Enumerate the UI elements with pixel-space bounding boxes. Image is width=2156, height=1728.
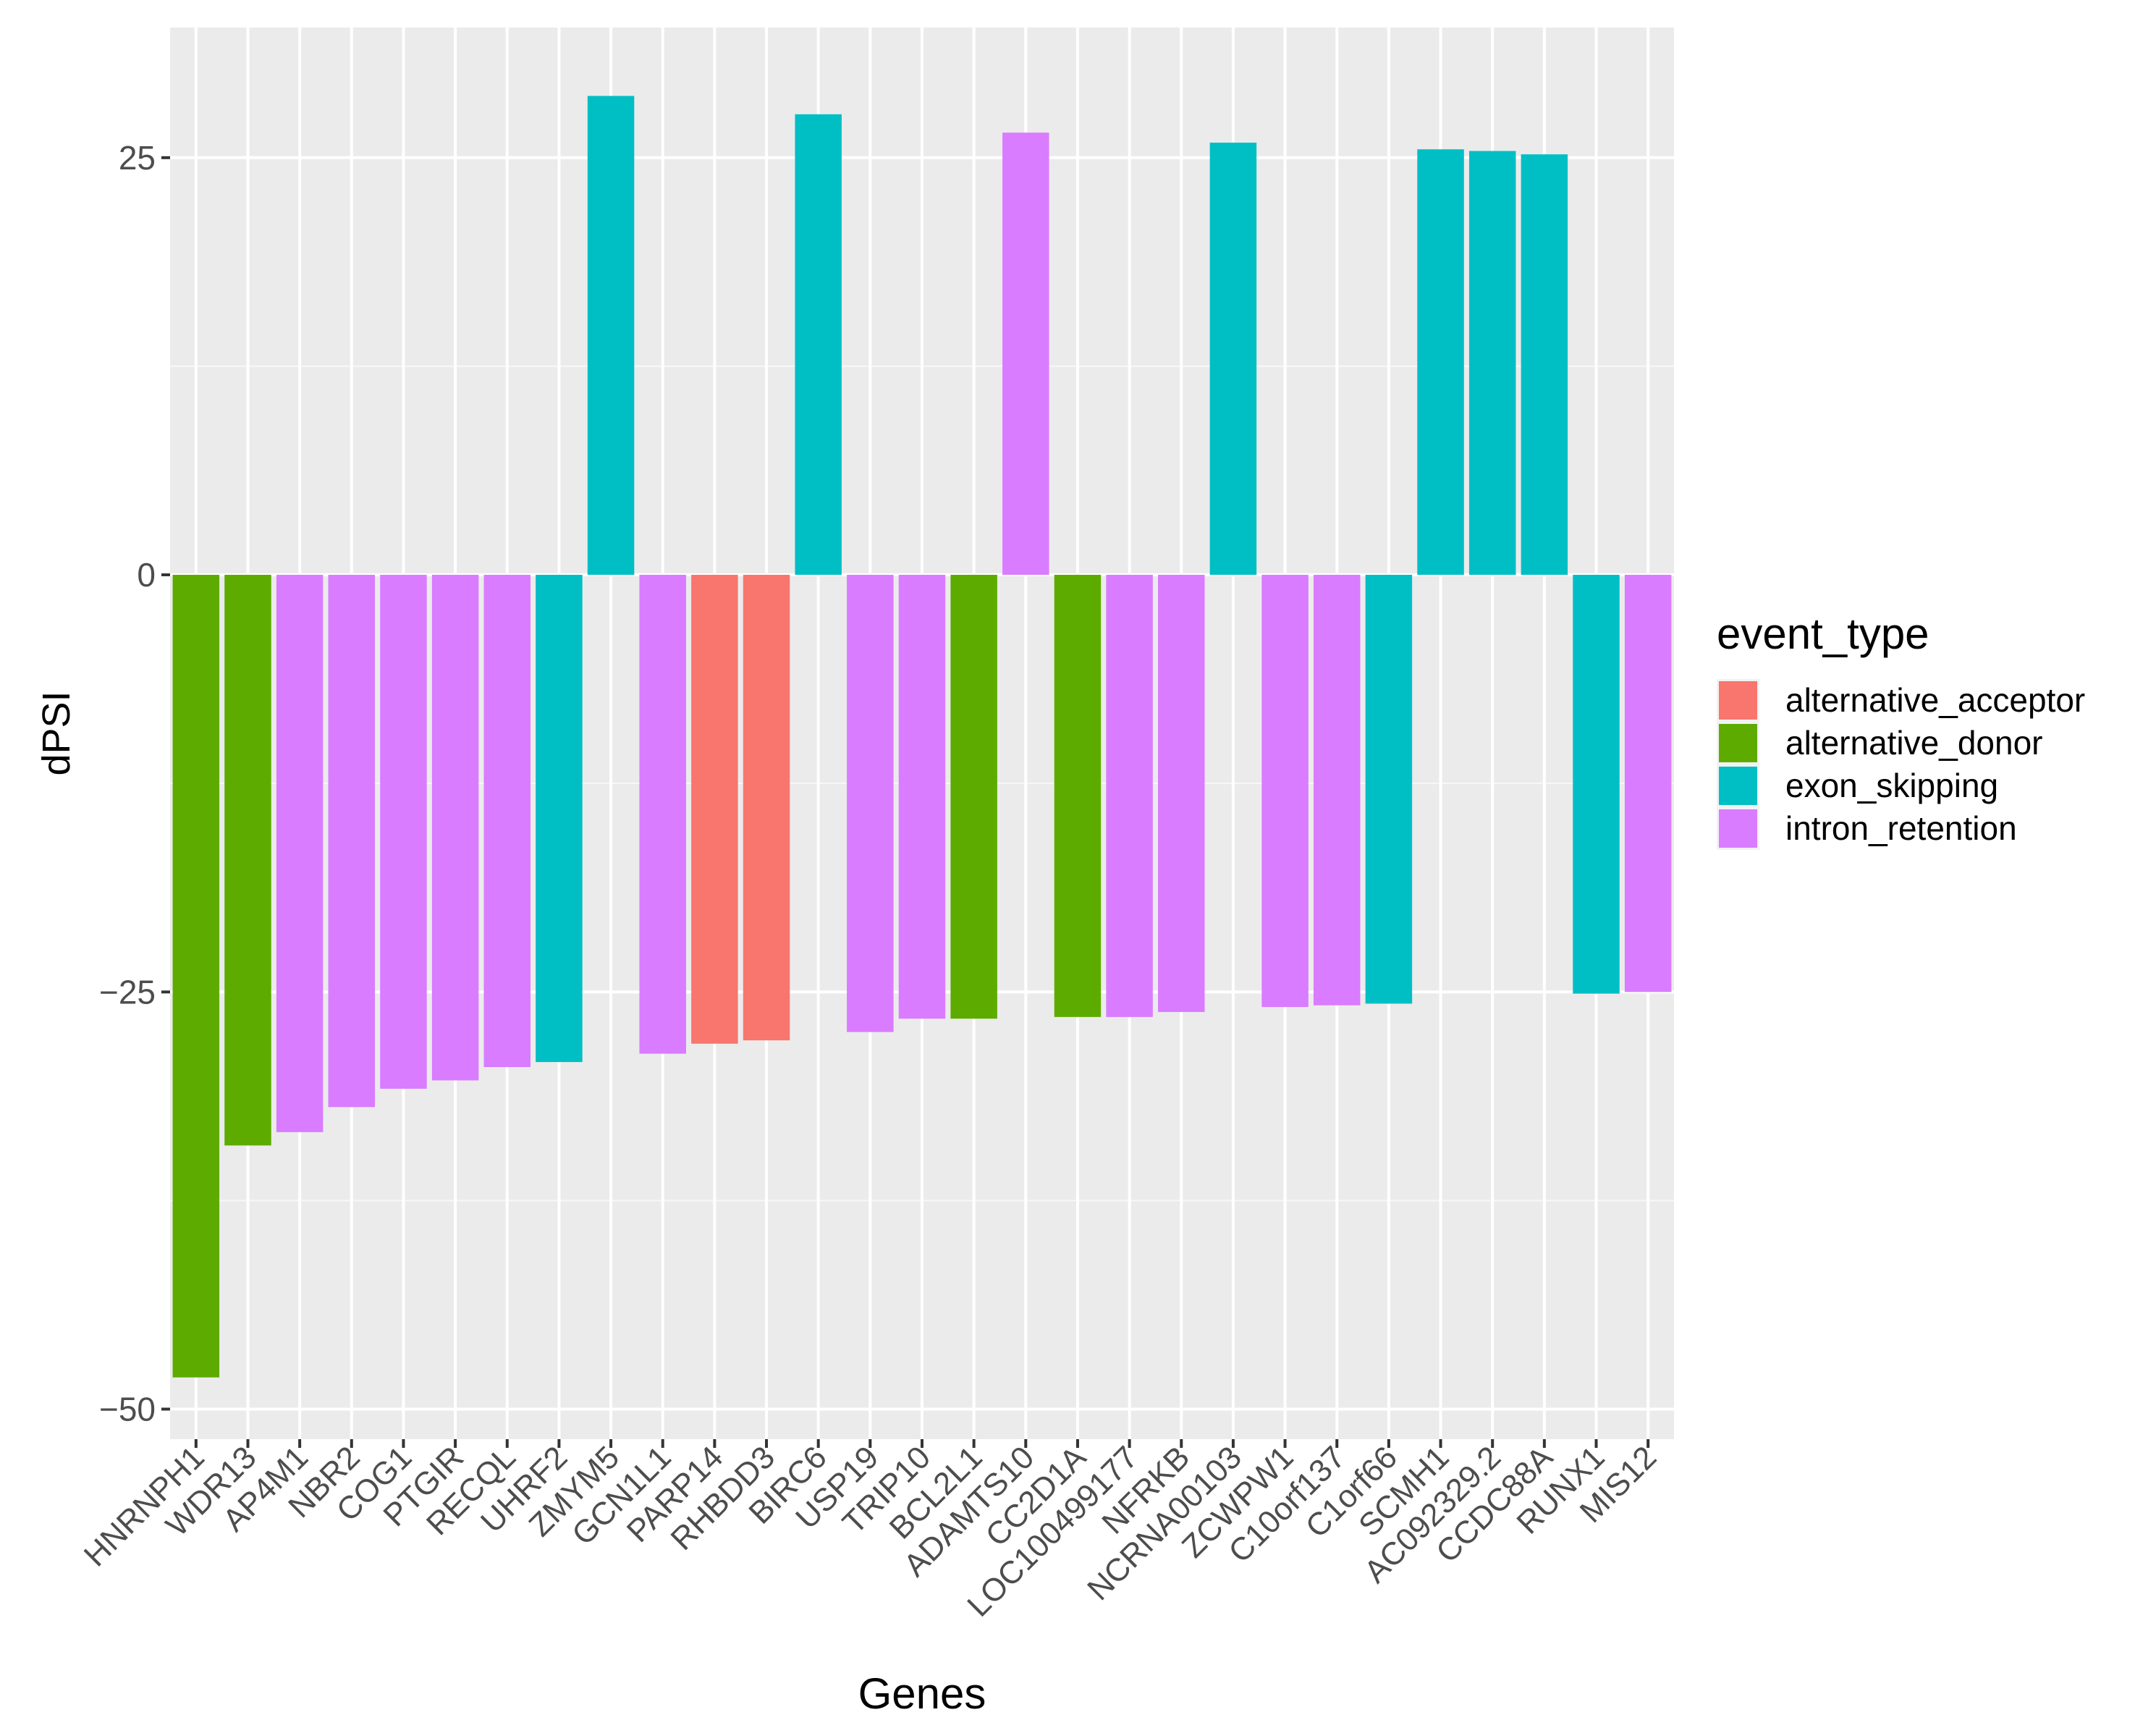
legend-label: intron_retention (1785, 809, 2017, 847)
bar (1106, 575, 1153, 1017)
legend-swatch (1719, 724, 1757, 762)
bar (483, 575, 531, 1067)
bar (328, 575, 376, 1108)
legend-label: alternative_acceptor (1785, 681, 2085, 719)
bar (1624, 575, 1672, 992)
bar (691, 575, 738, 1044)
legend: event_type alternative_acceptor alternati… (1717, 610, 2085, 850)
legend-swatch (1719, 767, 1757, 805)
bar (795, 114, 842, 576)
x-axis: HNRNPH1WDR13AP4M1NBR2COG1PTGIRRECQLUHRF2… (77, 1439, 1663, 1624)
y-axis-title: dPSI (35, 691, 78, 775)
bar (1417, 149, 1464, 576)
y-tick-label: 0 (137, 556, 156, 594)
bar (1209, 143, 1257, 576)
legend-label: alternative_donor (1785, 724, 2042, 762)
bar (1313, 575, 1361, 1006)
bar (172, 575, 220, 1378)
bar (898, 575, 946, 1019)
bar (1158, 575, 1205, 1012)
y-tick-label: 25 (119, 139, 156, 177)
bar (224, 575, 271, 1146)
bar (1054, 575, 1102, 1017)
bar (847, 575, 894, 1032)
bar (1002, 132, 1049, 576)
bar (639, 575, 686, 1054)
bar (536, 575, 583, 1063)
x-axis-title: Genes (858, 1669, 986, 1718)
legend-swatch (1719, 809, 1757, 848)
bar (1521, 154, 1568, 576)
legend-title: event_type (1717, 610, 1929, 658)
bar (431, 575, 479, 1081)
y-tick-label: −50 (99, 1391, 156, 1428)
bar (587, 96, 635, 576)
bar (276, 575, 324, 1132)
bar (1468, 151, 1516, 576)
bar (743, 575, 790, 1041)
bar (950, 575, 997, 1019)
bar (1573, 575, 1620, 994)
legend-label: exon_skipping (1785, 767, 1998, 804)
y-axis: −50 −25 0 25 (99, 139, 170, 1428)
bar (1261, 575, 1309, 1008)
bar (380, 575, 427, 1089)
y-tick-label: −25 (99, 973, 156, 1011)
bar (1365, 575, 1413, 1004)
legend-swatch (1719, 681, 1757, 720)
bars (172, 96, 1672, 1378)
